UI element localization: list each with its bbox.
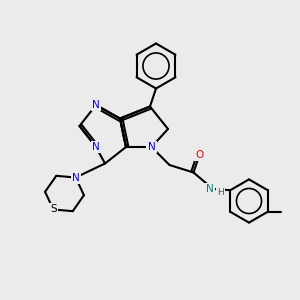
Text: O: O	[195, 149, 204, 160]
Text: N: N	[206, 184, 213, 194]
Text: N: N	[72, 172, 80, 182]
Text: H: H	[217, 188, 224, 197]
Text: N: N	[92, 142, 100, 152]
Text: S: S	[50, 205, 57, 214]
Text: N: N	[148, 142, 155, 152]
Text: N: N	[92, 100, 100, 110]
